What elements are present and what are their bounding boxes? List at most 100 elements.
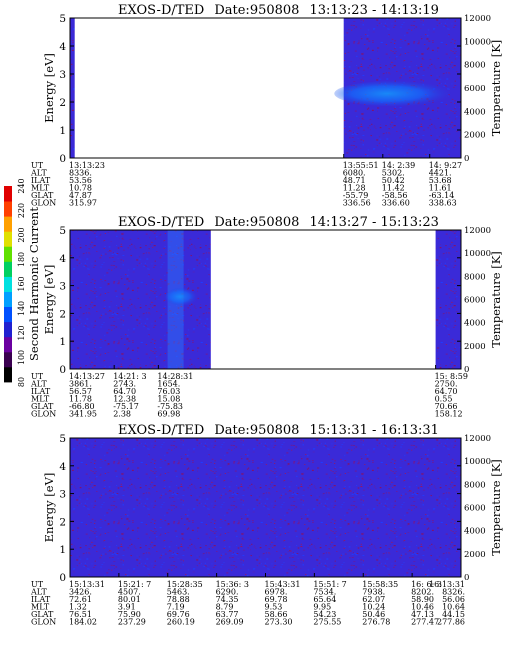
ephemeris-value: 15:58:35: [362, 580, 398, 589]
ephemeris-value: 15: 8:59: [435, 372, 468, 381]
ephemeris-value: 15:43:31: [265, 580, 301, 589]
ephemeris-value: 12.38: [113, 395, 136, 404]
colorbar: 80 100 120 140 160 180 200 220 240 Second Harmoni…: [4, 178, 41, 387]
spectrogram-panel-3: EXOS-D/TED Date:950808 15:13:31 - 16:13:31…: [30, 423, 503, 627]
ephemeris-value: 15:36: 3: [216, 580, 249, 589]
ephemeris-label: ILAT: [31, 595, 51, 604]
ephemeris-value: 277.86: [437, 618, 465, 627]
ephemeris-value: 277.47: [411, 618, 439, 627]
y2-tick-label: 6000: [464, 504, 486, 514]
ephemeris-value: 14: 9:27: [429, 161, 462, 170]
ephemeris-label: ALT: [30, 588, 47, 597]
ephemeris-value: 336.60: [382, 199, 410, 208]
ephemeris-label: ILAT: [31, 176, 51, 185]
y2-axis-label: Temperature [K]: [489, 459, 503, 556]
ephemeris-value: 69.76: [167, 610, 190, 619]
colorbar-tick-label: 160: [17, 276, 26, 291]
ephemeris-label: UT: [31, 580, 44, 589]
title-range: 14:13:27 - 15:13:23: [309, 215, 438, 230]
y2-tick-label: 0: [464, 573, 469, 583]
y-tick-label: 5: [59, 225, 66, 237]
y-tick-label: 0: [59, 364, 66, 376]
ephemeris-value: 62.07: [362, 595, 385, 604]
ephemeris-value: 4421.: [429, 169, 452, 178]
title-date: Date:950808: [214, 215, 299, 230]
ephemeris-label: MLT: [31, 603, 50, 612]
title-instrument: EXOS-D/TED: [118, 215, 204, 230]
y-tick-label: 3: [59, 69, 66, 81]
ephemeris-label: GLAT: [31, 402, 54, 411]
colorbar-tick-label: 140: [17, 301, 26, 316]
ephemeris-value: 8.79: [216, 603, 234, 612]
ephemeris-value: 15:13:31: [69, 580, 105, 589]
plot-frame: [69, 229, 462, 370]
y-axis-label: Energy [eV]: [42, 473, 56, 543]
ephemeris-value: 50.42: [382, 176, 405, 185]
colorbar-swatch: [4, 351, 12, 368]
y2-tick-label: 2000: [464, 342, 486, 352]
colorbar-tick-label: 220: [17, 203, 26, 218]
title-range: 15:13:31 - 16:13:31: [309, 423, 438, 438]
ephemeris-value: 13:13:23: [69, 161, 105, 170]
ephemeris-label: ALT: [30, 169, 47, 178]
ephemeris-label: GLON: [31, 618, 56, 627]
ephemeris-value: 44.15: [442, 610, 465, 619]
ephemeris-value: 276.78: [362, 618, 390, 627]
colorbar-swatch: [4, 366, 12, 383]
ephemeris-value: 63.77: [216, 610, 239, 619]
ephemeris-value: 47.87: [69, 191, 92, 200]
spectrogram-panel-1: EXOS-D/TED Date:950808 13:13:23 - 14:13:19…: [30, 3, 503, 208]
ephemeris-label: ILAT: [31, 387, 51, 396]
ephemeris-value: 56.57: [69, 387, 92, 396]
ephemeris-value: 54.23: [313, 610, 336, 619]
colorbar-swatch: [4, 261, 12, 277]
ephemeris-value: 6290.: [216, 588, 239, 597]
spectrogram-panel-2: EXOS-D/TED Date:950808 14:13:27 - 15:13:23…: [30, 215, 503, 419]
ephemeris-value: -66.80: [69, 402, 95, 411]
ephemeris-value: 9.95: [313, 603, 331, 612]
panel-title: EXOS-D/TED Date:950808 15:13:31 - 16:13:31: [118, 423, 439, 438]
ephemeris-value: 15:51: 7: [313, 580, 346, 589]
ephemeris-value: 53.68: [429, 176, 452, 185]
ephemeris-value: -75.83: [157, 402, 183, 411]
ephemeris-value: 2.38: [113, 410, 131, 419]
colorbar-swatch: [4, 186, 12, 202]
y2-tick-label: 10000: [464, 457, 491, 467]
y2-tick-label: 8000: [464, 480, 486, 490]
y-tick-label: 4: [59, 41, 66, 53]
ephemeris-label: MLT: [31, 184, 50, 193]
ephemeris-value: 50.46: [362, 610, 385, 619]
y-tick-label: 2: [59, 516, 66, 528]
y2-tick-label: 6000: [464, 84, 486, 94]
ephemeris-value: 2743.: [113, 380, 136, 389]
y2-axis-label: Temperature [K]: [489, 251, 503, 348]
ephemeris-value: 2750.: [435, 380, 458, 389]
plot-frame: [69, 17, 462, 159]
title-instrument: EXOS-D/TED: [118, 423, 204, 438]
ephemeris-value: 6978.: [265, 588, 288, 597]
ephemeris-value: 1654.: [157, 380, 180, 389]
title-instrument: EXOS-D/TED: [118, 3, 204, 18]
ephemeris-label: GLAT: [31, 191, 54, 200]
ephemeris-value: 6080.: [343, 169, 366, 178]
ephemeris-value: 64.70: [113, 387, 136, 396]
ephemeris-value: 16: 6: 3: [411, 580, 442, 589]
y-tick-label: 5: [59, 13, 66, 25]
ephemeris-label: ALT: [30, 380, 47, 389]
ephemeris-value: 80.01: [118, 595, 141, 604]
colorbar-swatch: [4, 201, 12, 217]
colorbar-swatch: [4, 231, 12, 247]
ephemeris-value: 341.95: [69, 410, 97, 419]
panel-title: EXOS-D/TED Date:950808 13:13:23 - 14:13:19: [118, 3, 439, 18]
ephemeris-label: MLT: [31, 395, 50, 404]
panel-title: EXOS-D/TED Date:950808 14:13:27 - 15:13:23: [118, 215, 439, 230]
y2-tick-label: 2000: [464, 131, 486, 141]
ephemeris-value: 10.78: [69, 184, 92, 193]
ephemeris-value: 58.90: [411, 595, 434, 604]
colorbar-swatch: [4, 276, 12, 292]
ephemeris-label: GLON: [31, 410, 56, 419]
y2-tick-label: 0: [464, 365, 469, 375]
y2-tick-label: 12000: [464, 434, 491, 444]
data-segment: [70, 18, 75, 158]
